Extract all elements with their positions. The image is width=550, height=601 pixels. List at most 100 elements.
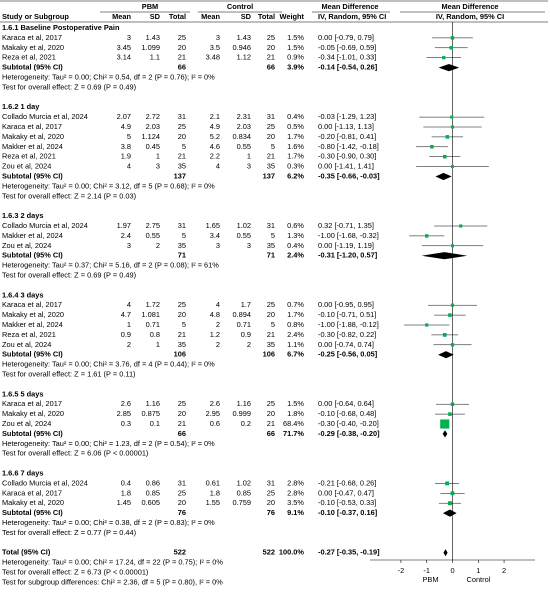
control-value: 25 — [267, 300, 275, 309]
weight: 0.4% — [287, 112, 304, 121]
pbm-value: 3 — [127, 241, 131, 250]
weight: 2.8% — [287, 478, 304, 487]
study-name: Makaky et al, 2020 — [2, 132, 64, 141]
pbm-value: 20 — [178, 310, 186, 319]
pbm-value: 2.4 — [121, 231, 131, 240]
control-value: 2 — [216, 320, 220, 329]
summary-label: Subtotal (95% CI) — [2, 251, 63, 260]
study-name: Karaca et al, 2017 — [2, 33, 62, 42]
control-value: 3 — [216, 241, 220, 250]
weight: 9.1% — [287, 508, 304, 517]
pbm-value: 2.75 — [146, 221, 160, 230]
pbm-value: 1.081 — [142, 310, 161, 319]
study-square — [450, 491, 455, 496]
weight: 1.5% — [287, 43, 304, 52]
control-value: 25 — [267, 122, 275, 131]
summary-label: Subtotal (95% CI) — [2, 63, 63, 72]
study-name: Zou et al, 2024 — [2, 419, 51, 428]
control-value: 4.9 — [210, 122, 220, 131]
weight: 71.7% — [283, 429, 304, 438]
control-value: 5 — [271, 320, 275, 329]
control-value: 0.55 — [237, 231, 251, 240]
control-value: 21 — [267, 330, 275, 339]
heterogeneity: Heterogeneity: Tau² = 0.00; Chi² = 17.24… — [2, 558, 223, 567]
pbm-value: 0.71 — [146, 320, 160, 329]
control-value: 35 — [267, 241, 275, 250]
pbm-value: 1.97 — [117, 221, 131, 230]
control-total: 71 — [267, 251, 275, 260]
pbm-value: 5 — [182, 142, 186, 151]
summary-label: Total (95% CI) — [2, 548, 51, 557]
weight: 1.6% — [287, 142, 304, 151]
study-square — [450, 343, 455, 347]
control-value: 1.65 — [206, 221, 220, 230]
mean-difference: 0.00 [-0.64, 0.64] — [318, 399, 374, 408]
pbm-value: 0.9 — [121, 330, 131, 339]
pbm-value: 1.45 — [117, 498, 131, 507]
pbm-total: 106 — [174, 350, 186, 359]
control-value: 0.2 — [241, 419, 251, 428]
pbm-value: 2.03 — [146, 122, 160, 131]
weight: 1.5% — [287, 399, 304, 408]
x-tick-label: 2 — [502, 566, 506, 575]
pbm-value: 3 — [127, 33, 131, 42]
heterogeneity: Heterogeneity: Tau² = 0.00; Chi² = 3.12,… — [2, 181, 215, 190]
study-square — [451, 165, 454, 169]
control-value: 25 — [267, 488, 275, 497]
overall-effect: Test for overall effect: Z = 0.69 (P = 0… — [2, 270, 136, 279]
subgroup-differences: Test for subgroup differences: Chi² = 2.… — [2, 577, 223, 586]
mean-difference: -0.27 [-0.35, -0.19] — [318, 548, 380, 557]
pbm-value: 25 — [178, 33, 186, 42]
control-value: 21 — [267, 152, 275, 161]
mean-difference: 0.00 [-0.95, 0.95] — [318, 300, 374, 309]
pbm-value: 1.43 — [146, 33, 160, 42]
control-value: 0.894 — [233, 310, 252, 319]
pbm-value: 20 — [178, 43, 186, 52]
study-name: Makker et al, 2024 — [2, 142, 63, 151]
mean-difference: 0.00 [-1.19, 1.19] — [318, 241, 374, 250]
control-value: 1.7 — [241, 300, 251, 309]
pbm-value: 0.85 — [146, 488, 160, 497]
overall-effect: Test for overall effect: Z = 2.14 (P = 0… — [2, 191, 136, 200]
pbm-value: 21 — [178, 330, 186, 339]
control-value: 2.2 — [210, 152, 220, 161]
control-value: 1.8 — [210, 488, 220, 497]
study-square — [450, 115, 454, 119]
mean-difference: -0.10 [-0.37, 0.16] — [318, 508, 378, 517]
pbm-value: 20 — [178, 498, 186, 507]
weight: 6.7% — [287, 350, 304, 359]
weight: 2.4% — [287, 330, 304, 339]
control-total: 66 — [267, 429, 275, 438]
pbm-value: 2.72 — [146, 112, 160, 121]
study-name: Karaca et al, 2017 — [2, 122, 62, 131]
study-name: Makaky et al, 2020 — [2, 43, 64, 52]
pbm-value: 25 — [178, 488, 186, 497]
pbm-value: 2 — [127, 340, 131, 349]
pbm-value: 1.124 — [142, 132, 161, 141]
weight: 0.7% — [287, 300, 304, 309]
control-value: 2.03 — [237, 122, 251, 131]
study-square — [450, 125, 455, 129]
pbm-total: 76 — [178, 508, 186, 517]
pbm-value: 1 — [156, 340, 160, 349]
group-header: Mean Difference — [441, 2, 498, 11]
study-square — [425, 323, 429, 327]
study-square — [425, 234, 429, 238]
control-value: 4 — [216, 300, 220, 309]
subgroup-title: 1.6.2 1 day — [2, 102, 40, 111]
mean-difference: -0.80 [-1.42, -0.18] — [318, 142, 379, 151]
mean-difference: -0.10 [-0.53, 0.33] — [318, 498, 376, 507]
control-value: 20 — [267, 498, 275, 507]
x-axis-label: Control — [467, 575, 491, 584]
control-value: 0.9 — [241, 330, 251, 339]
control-value: 0.759 — [233, 498, 252, 507]
mean-difference: -0.34 [-1.01, 0.33] — [318, 53, 376, 62]
weight: 1.1% — [287, 340, 304, 349]
mean-difference: -0.30 [-0.90, 0.30] — [318, 152, 376, 161]
weight: 0.5% — [287, 122, 304, 131]
pbm-value: 1.8 — [121, 488, 131, 497]
pbm-value: 25 — [178, 399, 186, 408]
summary-label: Subtotal (95% CI) — [2, 508, 63, 517]
